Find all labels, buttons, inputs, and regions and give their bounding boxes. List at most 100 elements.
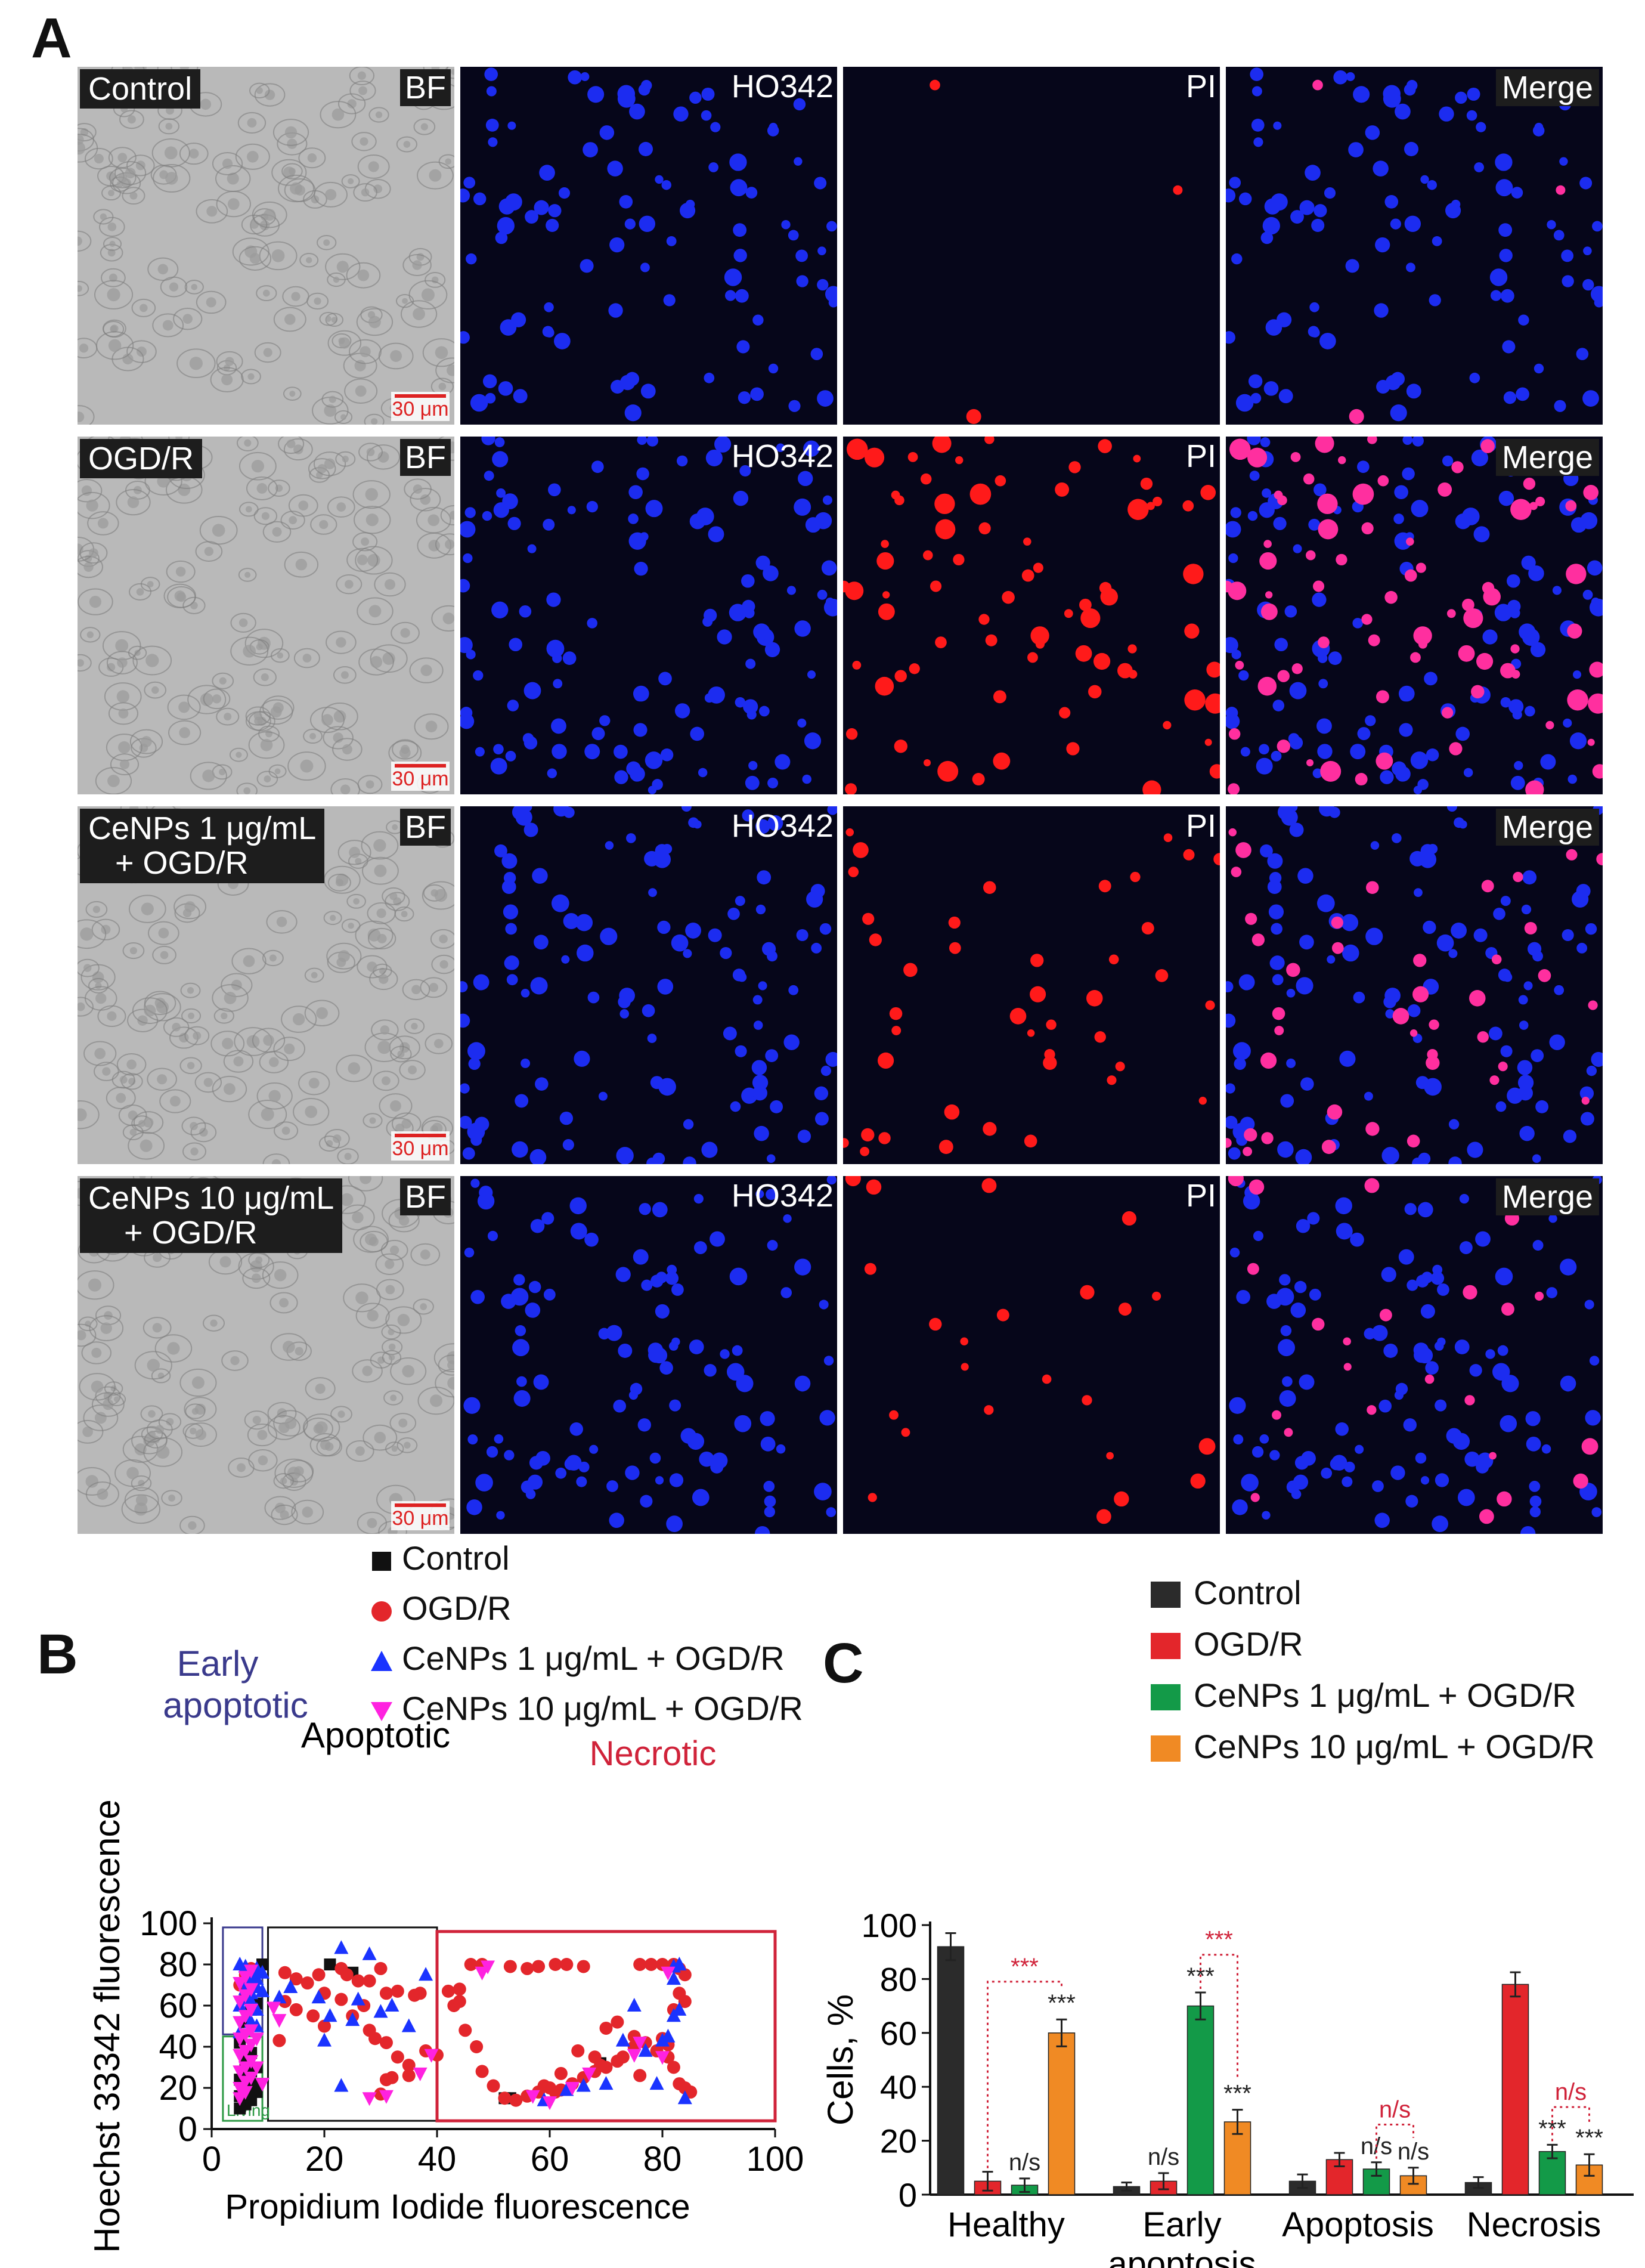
micrograph-bf: BF CeNPs 1 μg/mL + OGD/R 30 μm <box>78 806 454 1164</box>
micrograph-pi: PI <box>843 437 1220 794</box>
bar <box>1048 2032 1076 2195</box>
scatter-point <box>249 2061 264 2075</box>
scatter-point <box>470 2040 484 2053</box>
scatter-point <box>678 1968 692 1982</box>
channel-label: BF <box>399 69 451 107</box>
bar-legend-ogdr: OGD/R <box>1151 1625 1303 1663</box>
panel-c-letter: C <box>823 1632 864 1695</box>
micrograph-ho342: HO342 <box>460 1176 837 1534</box>
scatter-point <box>627 1998 642 2012</box>
micrograph-image <box>1226 67 1603 425</box>
scatter-point <box>345 2012 360 2026</box>
early-apoptotic-label: apoptotic <box>163 1685 308 1725</box>
scatter-point <box>318 2019 331 2033</box>
scatter-point <box>272 2034 286 2047</box>
scatter-point <box>373 2004 388 2018</box>
micrograph-ho342: HO342 <box>460 806 837 1164</box>
scatter-point <box>672 2001 687 2016</box>
micrograph-image <box>843 806 1220 1164</box>
y-tick-label: 0 <box>899 2176 917 2214</box>
micrograph-pi: PI <box>843 67 1220 425</box>
category-label: apoptosis <box>1108 2245 1256 2268</box>
bar <box>937 1946 965 2195</box>
scatter-point <box>481 1960 495 1975</box>
y-tick-label: 40 <box>159 2028 197 2066</box>
scatter-point <box>521 1961 534 1975</box>
scatter-point <box>379 1987 393 2000</box>
scatter-point <box>655 2051 670 2065</box>
scatter-point <box>272 1989 287 2004</box>
y-tick-label: 80 <box>159 1945 197 1984</box>
channel-label: HO342 <box>731 1178 834 1214</box>
channel-label: Merge <box>1495 809 1599 846</box>
panel-b-letter: B <box>37 1623 78 1686</box>
scatter-point <box>289 1972 303 1986</box>
micrograph-merge: Merge <box>1226 1176 1603 1534</box>
micrograph-image <box>843 437 1220 794</box>
microscopy-row: BF Control 30 μm HO342 PI Merge <box>78 67 1604 425</box>
necrotic-region <box>435 1930 777 2122</box>
scatter-point <box>244 2024 259 2038</box>
significance-label: n/s <box>1009 2149 1040 2176</box>
scatter-point <box>413 1987 427 2000</box>
condition-label: Control <box>80 69 201 109</box>
scatter-point <box>391 2050 404 2064</box>
scatter-point <box>424 2049 439 2063</box>
scatter-point <box>666 1971 681 1985</box>
scale-bar: 30 μm <box>391 392 450 421</box>
bar-legend-cenp10: CeNPs 10 μg/mL + OGD/R <box>1151 1727 1595 1766</box>
significance-label: *** <box>1048 1990 1076 2016</box>
scale-bar: 30 μm <box>391 1501 450 1530</box>
category-label: Healthy <box>947 2205 1065 2244</box>
y-tick-label: 80 <box>880 1960 917 1998</box>
scatter-point <box>638 2043 653 2057</box>
micrograph-image <box>460 67 837 425</box>
x-tick-label: 60 <box>531 2140 569 2179</box>
scatter-point <box>362 1946 377 1960</box>
necrotic-label: Necrotic <box>590 1734 717 1773</box>
scatter-point <box>616 2050 630 2064</box>
scatter-point <box>391 1984 404 1998</box>
micrograph-bf: BF CeNPs 10 μg/mL + OGD/R 30 μm <box>78 1176 454 1534</box>
significance-bracket <box>1551 2106 1590 2142</box>
micrograph-pi: PI <box>843 806 1220 1164</box>
x-tick-label: 100 <box>746 2140 804 2179</box>
micrograph-image <box>1226 437 1603 794</box>
scatter-point <box>565 2082 580 2096</box>
scatter-point <box>334 2078 349 2092</box>
y-tick-label: 40 <box>880 2068 917 2106</box>
apoptotic-label: Apoptotic <box>301 1715 450 1755</box>
scatter-point <box>549 1958 562 1971</box>
y-axis-label: Hoechst 33342 fluorescence <box>87 1799 127 2253</box>
scatter-point <box>311 1989 326 2004</box>
scatter-point <box>402 2059 416 2072</box>
scatter-point <box>464 1958 478 1971</box>
bar-legend-control: Control <box>1151 1573 1302 1612</box>
bar-legend-cenp1: CeNPs 1 μg/mL + OGD/R <box>1151 1676 1576 1715</box>
scatter-point <box>577 1960 590 1973</box>
scatter-point <box>255 1964 270 1979</box>
legend-cenp10: CeNPs 10 μg/mL + OGD/R <box>370 1689 803 1728</box>
scatter-point <box>255 2078 270 2092</box>
micrograph-merge: Merge <box>1226 437 1603 794</box>
micrograph-image <box>460 1176 837 1534</box>
channel-label: HO342 <box>731 808 834 844</box>
scatter-point <box>301 1976 314 1990</box>
scatter-point <box>599 2076 614 2090</box>
bar <box>1501 1984 1529 2195</box>
y-axis-label: Cells, % <box>820 1994 860 2125</box>
micrograph-image <box>843 1176 1220 1534</box>
category-label: Necrosis <box>1467 2205 1601 2244</box>
early-apoptotic-label: Early <box>177 1644 259 1684</box>
scatter-point <box>374 1961 388 1975</box>
scatter-point <box>633 1958 647 1971</box>
scatter-point <box>351 1991 365 2006</box>
micrograph-image <box>460 806 837 1164</box>
x-tick-label: 40 <box>418 2140 457 2179</box>
significance-label: *** <box>1205 1927 1233 1953</box>
scatter-point <box>244 2071 259 2086</box>
scale-bar: 30 μm <box>391 762 450 791</box>
scatter-point <box>576 2078 591 2092</box>
scatter-point <box>672 1957 687 1970</box>
scatter-point <box>453 1995 466 2009</box>
